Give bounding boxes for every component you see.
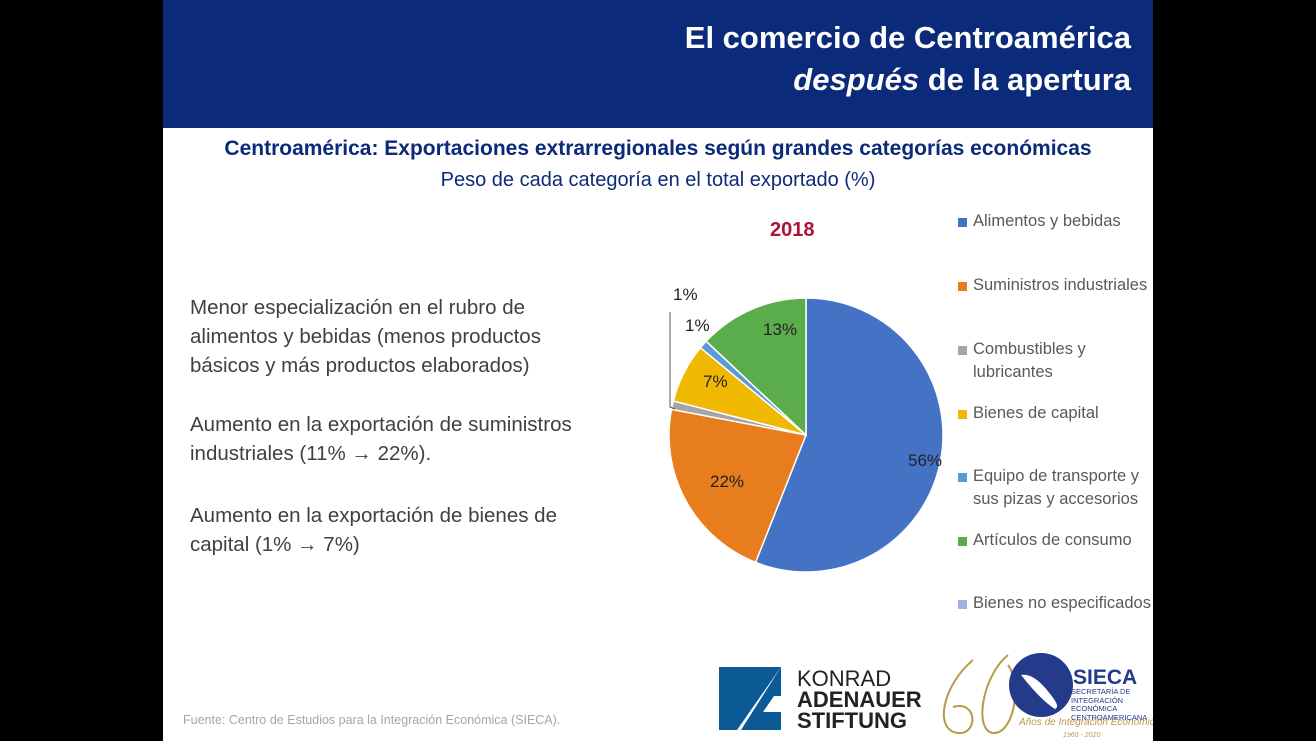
sieca-text: SIECA [1073, 666, 1137, 689]
legend-swatch [958, 600, 967, 609]
legend-item: Combustibles y lubricantes [958, 338, 1153, 384]
chart-subtitle: Peso de cada categoría en el total expor… [440, 169, 876, 191]
pie-data-label-4: 7% [703, 372, 728, 391]
sieca-logo: SIECA Años de Integración Económica 1960… [942, 653, 1153, 739]
legend-item: Suministros industriales [958, 274, 1153, 297]
title-italic: después [793, 62, 920, 97]
kas-text-2: ADENAUER [797, 687, 922, 712]
sieca-years: Años de Integración Económica [1018, 717, 1153, 728]
bullet-2: Aumento en la exportación de suministros… [190, 413, 572, 465]
pie-data-label-6: 13% [763, 320, 797, 339]
legend-label: Bienes de capital [973, 404, 1099, 422]
legend-item: Equipo de transporte y sus pizas y acces… [958, 465, 1153, 511]
legend-label: Bienes no especificados [973, 594, 1151, 612]
slide-title-line2: después de la apertura [793, 62, 1131, 98]
slide-title-line1: El comercio de Centroamérica [684, 20, 1131, 55]
slide: El comercio de Centroamérica después de … [163, 0, 1153, 741]
legend-label: Equipo de transporte y sus pizas y acces… [973, 467, 1140, 508]
legend-swatch [958, 218, 967, 227]
pie-data-label-1: 56% [908, 451, 942, 470]
pie-data-label-5: 1% [685, 316, 710, 335]
pie-slice-2 [668, 408, 808, 564]
legend-swatch [958, 537, 967, 546]
chart-year-label: 2018 [770, 219, 815, 241]
legend-label: Artículos de consumo [973, 531, 1132, 549]
sieca-range: 1960 - 2020 [1063, 732, 1100, 739]
kas-logo: KONRAD ADENAUER STIFTUNG [719, 666, 922, 733]
pie-data-label-3: 1% [673, 285, 698, 304]
legend-label: Combustibles y lubricantes [973, 340, 1086, 381]
pie-chart: 56% 22% 1% 7% 1% 13% [668, 285, 944, 573]
pie-data-label-2: 22% [710, 472, 744, 491]
legend-swatch [958, 282, 967, 291]
chart-title: Centroamérica: Exportaciones extrarregio… [224, 137, 1092, 160]
kas-text-3: STIFTUNG [797, 708, 907, 733]
leader-line [669, 312, 676, 410]
legend-swatch [958, 473, 967, 482]
legend-swatch [958, 346, 967, 355]
pie-slice-6 [705, 297, 807, 437]
legend-item: Bienes no especificados [958, 592, 1153, 615]
source-note: Fuente: Centro de Estudios para la Integ… [183, 713, 561, 727]
legend-item: Artículos de consumo [958, 529, 1153, 552]
bullet-1: Menor especialización en el rubro de ali… [190, 296, 541, 377]
kas-text-1: KONRAD [797, 666, 891, 691]
header-banner: El comercio de Centroamérica después de … [163, 0, 1153, 128]
legend-item: Bienes de capital [958, 402, 1153, 425]
legend-label: Suministros industriales [973, 276, 1148, 294]
bullet-3: Aumento en la exportación de bienes de c… [190, 504, 557, 556]
pie-slice-1 [754, 297, 944, 573]
legend-item: Alimentos y bebidas [958, 210, 1153, 233]
legend-swatch [958, 410, 967, 419]
sieca-subtext: SECRETARÍA DE INTEGRACIÓN ECONÓMICA CENT… [1071, 687, 1148, 722]
title-rest: de la apertura [919, 62, 1131, 97]
legend-label: Alimentos y bebidas [973, 212, 1121, 230]
